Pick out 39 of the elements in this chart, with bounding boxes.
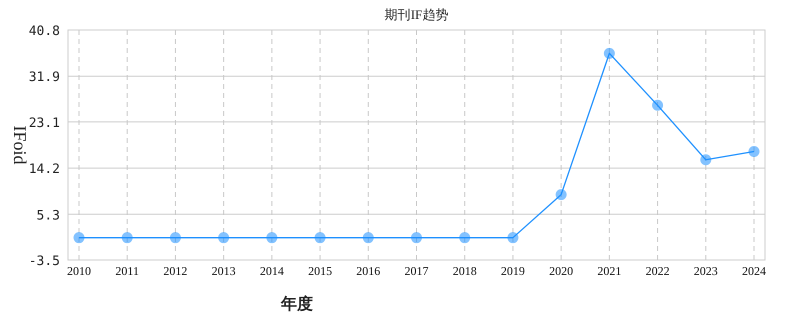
x-tick-label: 2014 bbox=[260, 264, 284, 278]
x-tick-label: 2011 bbox=[115, 264, 139, 278]
x-tick-label: 2015 bbox=[308, 264, 332, 278]
y-tick-label: 23.1 bbox=[28, 116, 60, 131]
point bbox=[266, 232, 278, 244]
x-tick-label: 2018 bbox=[452, 264, 477, 278]
x-tick-label: 2010 bbox=[67, 264, 91, 278]
x-axis-title: 年度 bbox=[280, 294, 313, 313]
point bbox=[507, 232, 518, 244]
x-tick-label: 2012 bbox=[163, 264, 188, 278]
x-tick-label: 2013 bbox=[212, 264, 236, 278]
point bbox=[748, 146, 760, 157]
point bbox=[74, 232, 84, 244]
x-tick-label: 2024 bbox=[742, 264, 766, 278]
x-tick-label: 2016 bbox=[356, 264, 380, 278]
point bbox=[556, 189, 567, 200]
point bbox=[314, 232, 326, 244]
point bbox=[218, 232, 230, 244]
chart-title: 期刊IF趋势 bbox=[384, 7, 448, 22]
x-tick-label: 2022 bbox=[646, 264, 670, 278]
x-tick-label: 2017 bbox=[404, 264, 428, 278]
y-tick-label: -3.5 bbox=[28, 254, 60, 269]
x-tick-label: 2023 bbox=[694, 264, 718, 278]
y-tick-label: 31.9 bbox=[28, 70, 60, 86]
x-tick-label: 2021 bbox=[597, 264, 622, 278]
point bbox=[700, 154, 712, 166]
y-tick-label: 5.3 bbox=[36, 208, 60, 224]
x-tick-label: 2020 bbox=[549, 264, 574, 278]
point bbox=[604, 48, 615, 59]
y-axis-title: IFoid bbox=[10, 125, 30, 165]
point bbox=[362, 232, 374, 244]
y-tick-label: 14.2 bbox=[28, 162, 60, 178]
point bbox=[411, 232, 422, 244]
x-tick-label: 2019 bbox=[500, 264, 525, 278]
point bbox=[652, 100, 664, 111]
point bbox=[459, 232, 470, 244]
point bbox=[170, 232, 181, 244]
y-tick-label: 40.8 bbox=[28, 24, 60, 39]
point bbox=[122, 232, 133, 244]
